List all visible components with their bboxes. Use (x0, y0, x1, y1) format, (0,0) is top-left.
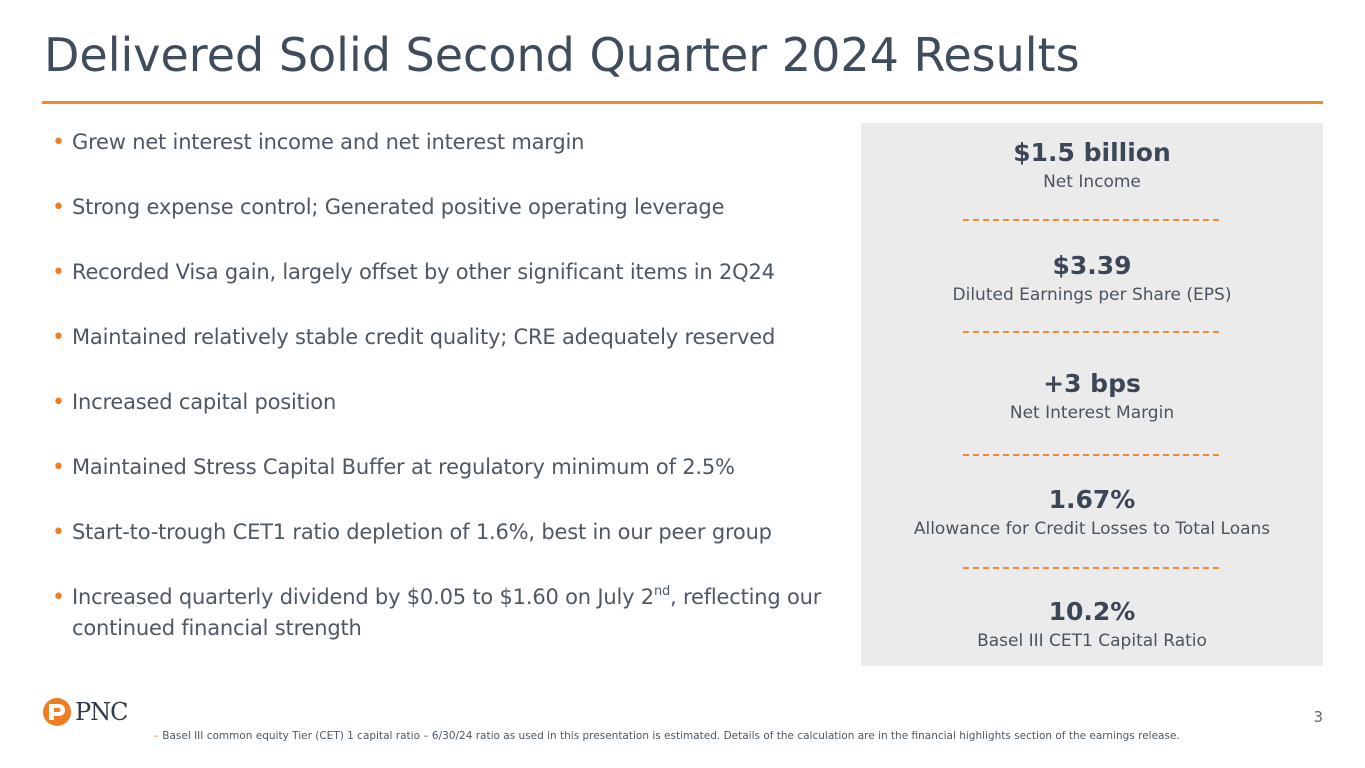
bullet-text-start: Increased quarterly dividend by $0.05 to… (72, 585, 654, 609)
metric-value: $3.39 (1052, 251, 1132, 280)
metric-cet1-ratio: 10.2% Basel III CET1 Capital Ratio (861, 597, 1323, 653)
metric-label: Net Income (1043, 172, 1141, 192)
bullet-text: Start-to-trough CET1 ratio depletion of … (72, 520, 772, 544)
title-divider (42, 101, 1323, 104)
list-item: • Maintained Stress Capital Buffer at reg… (52, 452, 842, 483)
bullet-icon: • (52, 195, 65, 220)
metric-net-income: $1.5 billion Net Income (861, 138, 1323, 194)
metric-label: Allowance for Credit Losses to Total Loa… (913, 519, 1271, 539)
page-title: Delivered Solid Second Quarter 2024 Resu… (44, 28, 1080, 82)
bullet-icon: • (52, 520, 65, 545)
list-item: • Maintained relatively stable credit qua… (52, 322, 842, 353)
bullet-icon: • (52, 325, 65, 350)
list-item: • Increased capital position (52, 387, 842, 418)
bullet-text: Increased capital position (72, 390, 337, 414)
metric-value: $1.5 billion (1013, 138, 1171, 167)
list-item: • Increased quarterly dividend by $0.05 t… (52, 582, 842, 644)
list-item: • Recorded Visa gain, largely offset by o… (52, 257, 842, 288)
logo-wordmark: PNC (75, 698, 129, 726)
bullet-text-end: , reflecting our continued financial str… (72, 585, 822, 640)
metric-eps: $3.39 Diluted Earnings per Share (EPS) (861, 251, 1323, 307)
page-number: 3 (1313, 708, 1323, 726)
highlights-list: • Grew net interest income and net intere… (52, 127, 842, 678)
metrics-panel: $1.5 billion Net Income $3.39 Diluted Ea… (861, 123, 1323, 666)
list-item: • Strong expense control; Generated posit… (52, 192, 842, 223)
pnc-logo: PNC (42, 697, 129, 727)
bullet-icon: • (52, 260, 65, 285)
footnote: – Basel III common equity Tier (CET) 1 ca… (153, 730, 1180, 742)
metric-label: Diluted Earnings per Share (EPS) (952, 285, 1232, 305)
metric-divider (963, 331, 1219, 333)
pnc-logo-mark-icon (43, 698, 71, 726)
metric-label: Net Interest Margin (1009, 403, 1175, 423)
bullet-icon: • (52, 585, 65, 610)
bullet-text: Maintained relatively stable credit qual… (72, 325, 776, 349)
metric-divider (963, 219, 1219, 221)
bullet-icon: • (52, 390, 65, 415)
bullet-text: Grew net interest income and net interes… (72, 130, 585, 154)
metric-allowance-ratio: 1.67% Allowance for Credit Losses to Tot… (861, 485, 1323, 541)
metric-label: Basel III CET1 Capital Ratio (977, 631, 1207, 651)
footnote-marker: – (153, 730, 159, 742)
list-item: • Grew net interest income and net intere… (52, 127, 842, 158)
metric-value: 10.2% (1048, 597, 1136, 626)
metric-divider (963, 567, 1219, 569)
bullet-text: Recorded Visa gain, largely offset by ot… (72, 260, 775, 284)
metric-value: 1.67% (1048, 485, 1136, 514)
footnote-text: Basel III common equity Tier (CET) 1 cap… (162, 730, 1180, 742)
bullet-text: Strong expense control; Generated positi… (72, 195, 725, 219)
bullet-superscript: nd (653, 584, 671, 599)
metric-net-interest-margin: +3 bps Net Interest Margin (861, 369, 1323, 425)
bullet-text: Maintained Stress Capital Buffer at regu… (72, 455, 735, 479)
metric-divider (963, 454, 1219, 456)
metric-value: +3 bps (1043, 369, 1141, 398)
bullet-icon: • (52, 130, 65, 155)
list-item: • Start-to-trough CET1 ratio depletion of… (52, 517, 842, 548)
bullet-icon: • (52, 455, 65, 480)
